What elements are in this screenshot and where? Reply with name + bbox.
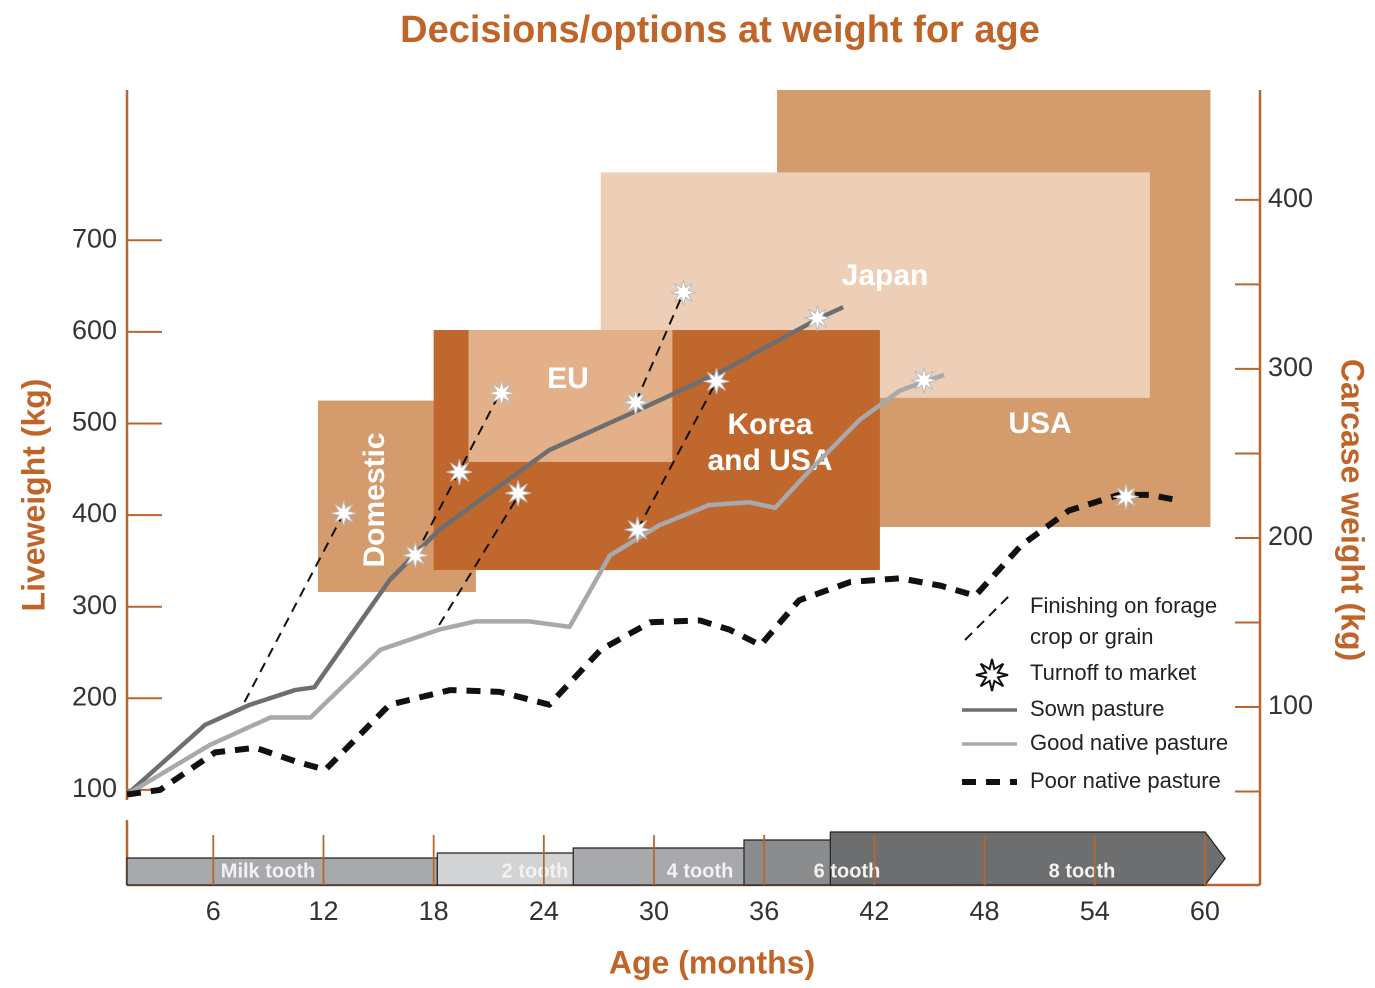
- legend-swatch: [964, 594, 1011, 641]
- chart-title: Decisions/options at weight for age: [400, 9, 1040, 51]
- region-label: EU: [547, 362, 589, 395]
- finishing-line: [634, 292, 685, 403]
- x-axis-label: Age (months): [609, 944, 815, 980]
- x-tick-label: 30: [639, 896, 669, 926]
- y-tick-label: 300: [72, 590, 117, 620]
- region-label: USA: [1008, 407, 1071, 440]
- turnoff-marker: [670, 279, 697, 306]
- tooth-label: 8 tooth: [1049, 860, 1116, 882]
- legend: Finishing on forage crop or grain Turnoff …: [962, 593, 1228, 793]
- region-label: Korea: [727, 408, 812, 441]
- y2-tick-label: 300: [1268, 352, 1313, 382]
- region-label: Domestic: [358, 432, 391, 567]
- y-tick-label: 500: [72, 407, 117, 437]
- x-tick-label: 6: [206, 896, 221, 926]
- turnoff-marker: [504, 479, 532, 507]
- series-line: [126, 491, 1180, 798]
- turnoff-marker: [622, 389, 649, 416]
- y-tick-label: 700: [72, 223, 117, 253]
- y-axis-label: Liveweight (kg): [15, 379, 51, 612]
- y-tick-label: 100: [72, 773, 117, 803]
- turnoff-marker: [804, 304, 831, 332]
- finishing-line: [243, 512, 345, 703]
- x-tick-label: 18: [419, 896, 449, 926]
- x-tick-label: 24: [529, 896, 559, 926]
- legend-swatch: [975, 658, 1009, 692]
- x-tick-label: 42: [859, 896, 889, 926]
- tooth-stage: [829, 831, 1226, 886]
- legend-label: crop or grain: [1030, 624, 1154, 649]
- tooth-label: 2 tooth: [502, 860, 569, 882]
- y-tick-label: 400: [72, 498, 117, 528]
- legend-label: Good native pasture: [1030, 730, 1228, 755]
- legend-label: Sown pasture: [1030, 696, 1165, 721]
- turnoff-marker: [703, 368, 730, 395]
- y2-tick-label: 100: [1268, 690, 1313, 720]
- x-tick-label: 12: [308, 896, 338, 926]
- tooth-label: Milk tooth: [221, 860, 315, 882]
- turnoff-marker: [1112, 483, 1140, 510]
- turnoff-marker: [330, 500, 357, 527]
- region-label: Japan: [842, 259, 929, 292]
- y-tick-label: 200: [72, 681, 117, 711]
- x-tick-label: 36: [749, 896, 779, 926]
- series-line: [125, 372, 945, 797]
- y2-tick-label: 200: [1268, 521, 1313, 551]
- legend-label: Poor native pasture: [1030, 768, 1221, 793]
- x-tick-label: 60: [1190, 896, 1220, 926]
- tooth-label: 6 tooth: [814, 860, 881, 882]
- y2-axis-label: Carcase weight (kg): [1335, 359, 1371, 661]
- finishing-line: [438, 492, 521, 626]
- region-label: and USA: [707, 444, 832, 477]
- turnoff-marker: [488, 380, 515, 407]
- legend-label: Turnoff to market: [1030, 660, 1196, 685]
- y-tick-label: 600: [72, 315, 117, 345]
- turnoff-marker: [910, 367, 938, 394]
- x-tick-label: 48: [970, 896, 1000, 926]
- tooth-label: 4 tooth: [667, 860, 734, 882]
- finishing-line: [636, 380, 718, 531]
- y2-tick-label: 400: [1268, 183, 1313, 213]
- x-tick-label: 54: [1080, 896, 1110, 926]
- legend-label: Finishing on forage: [1030, 593, 1217, 618]
- turnoff-marker: [624, 516, 651, 543]
- turnoff-marker: [402, 542, 429, 569]
- turnoff-marker: [446, 458, 473, 486]
